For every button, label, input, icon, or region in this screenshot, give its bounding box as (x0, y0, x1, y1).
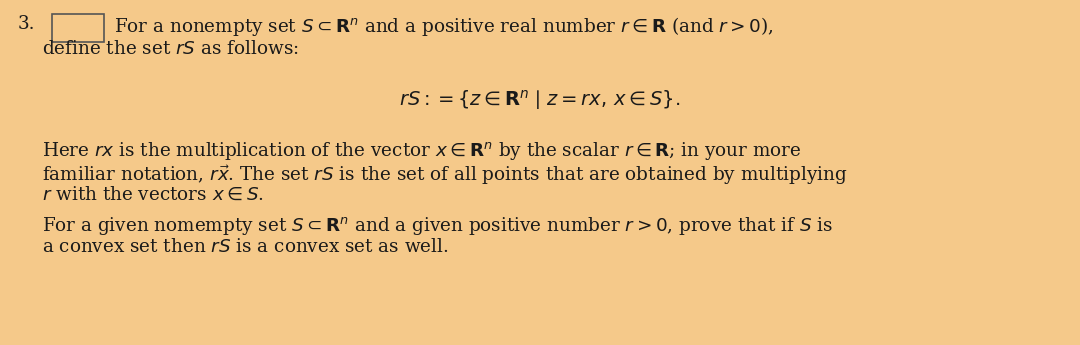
Text: $r$ with the vectors $x \in S$.: $r$ with the vectors $x \in S$. (42, 186, 264, 204)
Text: For a given nomempty set $S \subset \mathbf{R}^n$ and a given positive number $r: For a given nomempty set $S \subset \mat… (42, 215, 833, 237)
Text: 3.: 3. (18, 15, 36, 33)
Text: a convex set then $rS$ is a convex set as well.: a convex set then $rS$ is a convex set a… (42, 238, 448, 256)
Text: Here $rx$ is the multiplication of the vector $x \in \mathbf{R}^n$ by the scalar: Here $rx$ is the multiplication of the v… (42, 140, 801, 162)
Text: define the set $rS$ as follows:: define the set $rS$ as follows: (42, 40, 299, 58)
Bar (52, 14, 104, 42)
Text: $rS := \{z \in \mathbf{R}^n \mid z = rx,\, x \in S\}.$: $rS := \{z \in \mathbf{R}^n \mid z = rx,… (400, 88, 680, 112)
Text: For a nonempty set $S \subset \mathbf{R}^n$ and a positive real number $r \in \m: For a nonempty set $S \subset \mathbf{R}… (114, 15, 773, 38)
Text: familiar notation, $r\vec{x}$. The set $rS$ is the set of all points that are ob: familiar notation, $r\vec{x}$. The set $… (42, 163, 848, 187)
